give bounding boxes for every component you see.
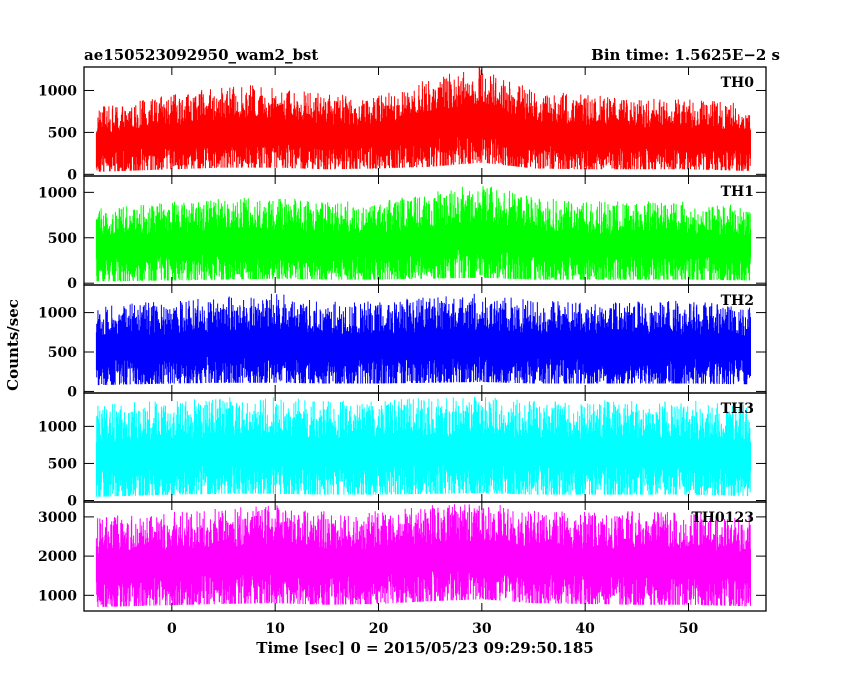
series-th3	[95, 396, 751, 497]
y-tick-label: 500	[48, 456, 77, 472]
series-th1	[95, 186, 751, 282]
x-tick-label: 50	[679, 621, 699, 637]
series-th0	[95, 67, 751, 172]
panel-label: TH0123	[691, 510, 754, 526]
y-tick-label: 1000	[38, 306, 77, 322]
x-tick-label: 20	[369, 621, 389, 637]
y-tick-label: 1000	[38, 588, 77, 604]
x-tick-label: 30	[472, 621, 492, 637]
panel-th3: 0 500 1000 TH3	[38, 392, 767, 510]
y-tick-label: 2000	[38, 549, 77, 565]
panel-label: TH3	[721, 401, 754, 417]
y-axis-label: Counts/sec	[4, 299, 22, 391]
panel-th0: 0 500 1000 TH0	[38, 66, 767, 183]
y-tick-label: 1000	[38, 83, 77, 99]
panel-label: TH2	[721, 293, 754, 309]
panel-th1: 0 500 1000 TH1	[38, 175, 767, 292]
bin-time-label: Bin time: 1.5625E−2 s	[591, 46, 780, 64]
y-tick-label: 0	[67, 276, 77, 292]
panel-label: TH0	[721, 75, 755, 91]
panel-th0123: 1000 2000 3000 TH0123	[38, 501, 767, 612]
series-th0123	[95, 504, 751, 607]
y-tick-label: 3000	[38, 510, 77, 526]
panel-label: TH1	[721, 184, 754, 200]
y-tick-label: 1000	[38, 419, 77, 435]
observation-id: ae150523092950_wam2_bst	[84, 46, 318, 64]
y-tick-label: 500	[48, 345, 77, 361]
x-tick-label: 10	[265, 621, 285, 637]
y-tick-label: 500	[48, 125, 77, 141]
x-axis-ticks: 0 10 20 30 40 50	[167, 621, 699, 637]
y-tick-label: 0	[67, 384, 77, 400]
y-tick-label: 500	[48, 231, 77, 247]
y-tick-label: 0	[67, 494, 77, 510]
panel-th2: 0 500 1000 TH2	[38, 284, 767, 400]
panels: 0 500 1000 TH0 0 500 1000 TH1 0 500 1000 TH2 0 500 100…	[38, 66, 767, 612]
x-tick-label: 0	[167, 621, 177, 637]
y-tick-label: 0	[67, 167, 77, 183]
series-th2	[95, 293, 751, 386]
x-tick-label: 40	[575, 621, 595, 637]
y-tick-label: 1000	[38, 185, 77, 201]
x-axis-label: Time [sec] 0 = 2015/05/23 09:29:50.185	[256, 639, 593, 657]
panel-frame	[83, 501, 767, 612]
